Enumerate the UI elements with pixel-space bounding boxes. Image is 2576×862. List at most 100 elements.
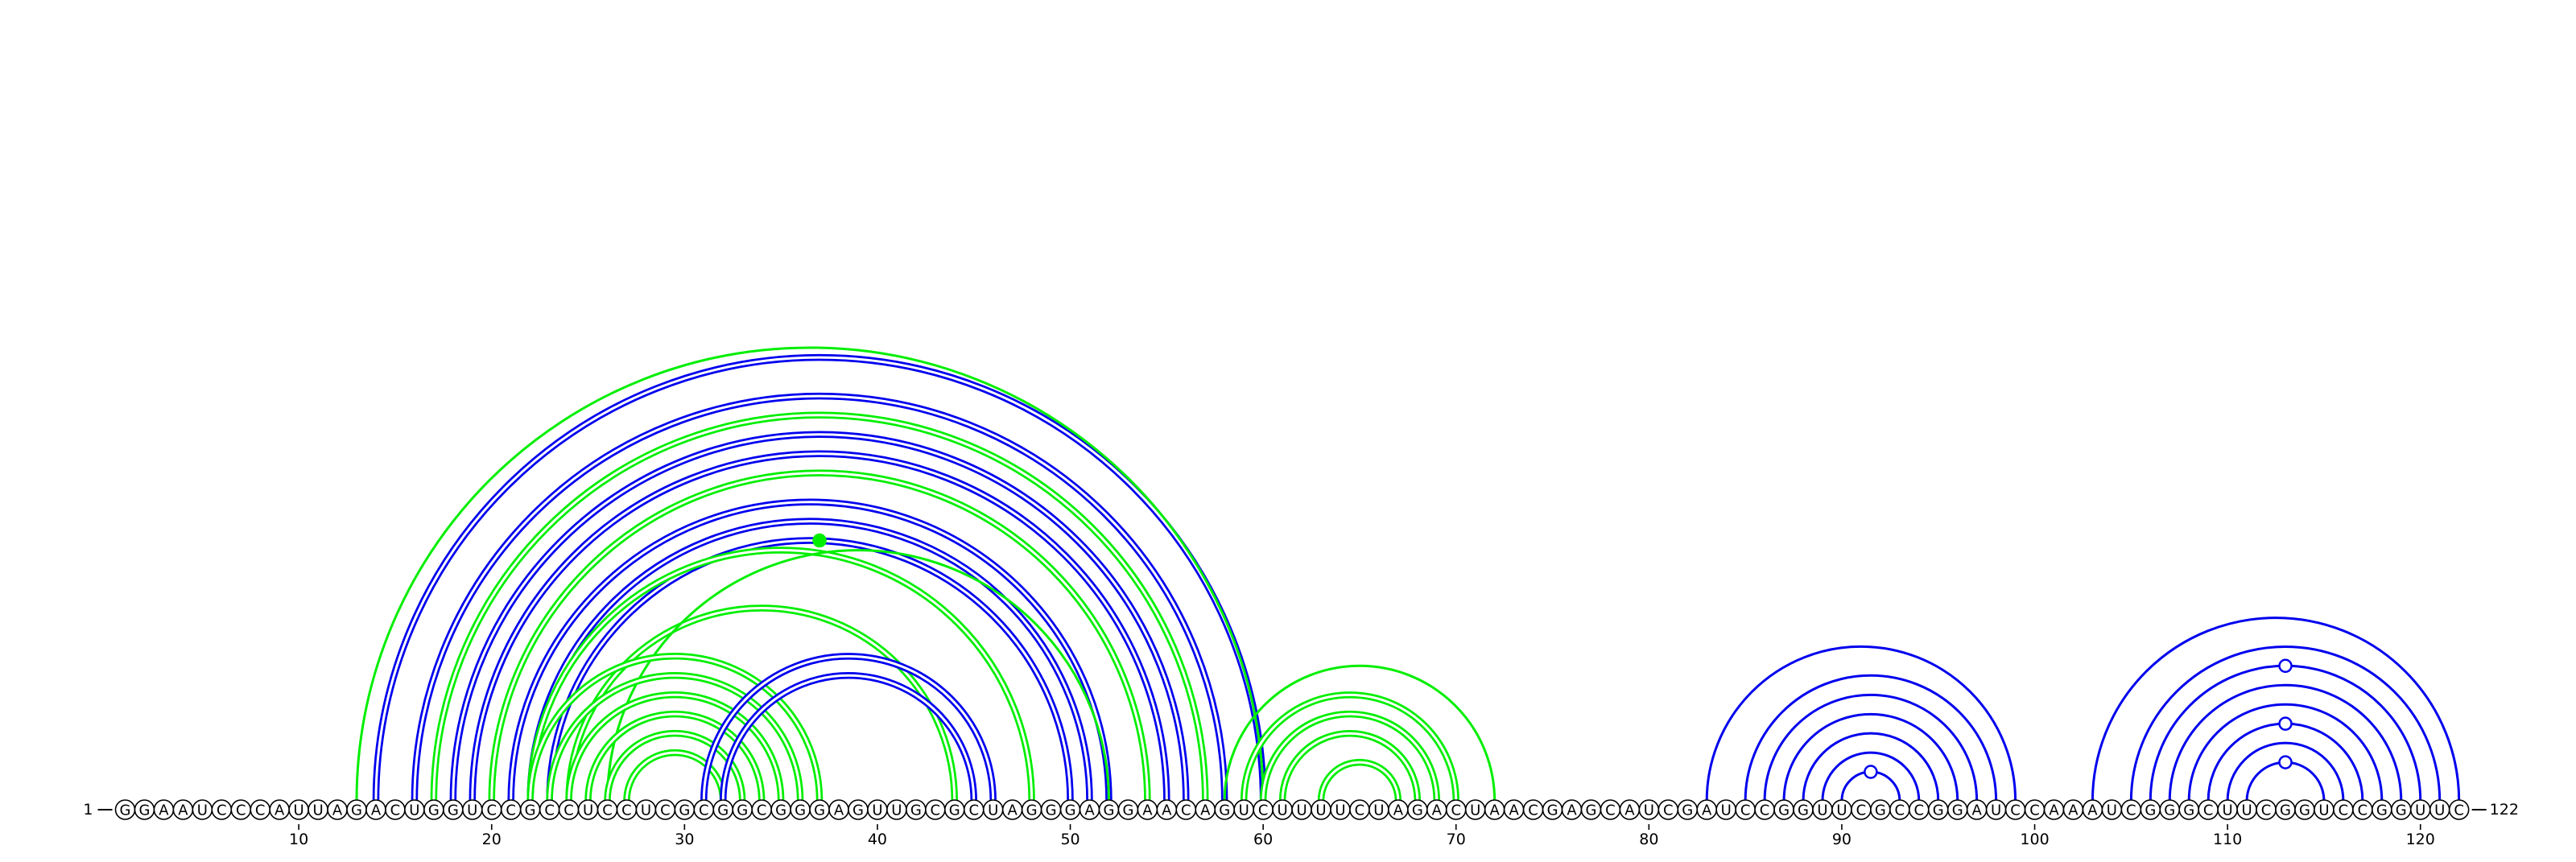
nucleotide: G [2275,799,2296,820]
nucleotide-letter: C [1605,802,1616,819]
arc-gap-18-56 [452,433,1187,802]
nucleotide-letter: C [660,802,671,819]
nucleotide: U [404,799,425,820]
nucleotide: G [906,799,927,820]
nucleotide-letter: C [255,802,266,819]
nucleotide: A [1137,799,1158,820]
ticks-layer: 10 20 30 40 50 60 70 80 90 100 110 120 [289,824,2435,848]
nucleotide-letter: G [679,802,690,819]
nucleotide-letter: C [544,802,555,819]
nucleotide: U [1464,799,1486,820]
nucleotide: U [982,799,1004,820]
nucleotide-letter: G [1682,802,1693,819]
nucleotide-letter: U [313,802,324,819]
tick-label-110: 110 [2213,831,2242,848]
sequence-end-label: 122 [2490,801,2519,819]
arc-gap-19-55 [471,452,1168,802]
nucleotide-letter: C [1740,802,1751,819]
nucleotide-letter: G [351,802,362,819]
nucleotide-letter: A [2087,802,2098,819]
nucleotide: A [365,799,386,820]
nucleotide-letter: G [910,802,922,819]
nucleotide-letter: G [1585,802,1596,819]
nucleotide: U [288,799,309,820]
nucleotide: A [1156,799,1178,820]
nucleotide: C [385,799,406,820]
nucleotide-letter: C [1663,802,1674,819]
nucleotide: G [1407,799,1428,820]
arc-blue-86-97 [1763,693,1979,802]
nucleotide-letter: C [1355,802,1365,819]
nucleotide: U [1233,799,1254,820]
nucleotide-letter: A [834,802,844,819]
nucleotide-letter: G [1875,802,1886,819]
nucleotide-letter: G [852,802,864,819]
nucleotide-letter: G [1778,802,1790,819]
arc-green-13-60 [355,346,1265,802]
nucleotide-letter: A [178,802,188,819]
nucleotide: G [790,799,811,820]
nucleotide: U [1985,799,2007,820]
nucleotide-letter: G [949,802,960,819]
nucleotide: G [2159,799,2181,820]
nucleotide-letter: U [1991,802,2001,819]
nucleotide-letter: A [1393,802,1404,819]
nucleotide: A [172,799,194,820]
arc-gap-25-34 [587,712,763,802]
nucleotide: C [1657,799,1679,820]
marker-green-1 [812,533,827,548]
nucleotide: C [2333,799,2354,820]
nucleotide-letter: A [332,802,343,819]
nucleotide-letter: C [621,802,632,819]
nucleotide-letter: C [2261,802,2272,819]
nucleotide: C [2120,799,2142,820]
nucleotide: G [2390,799,2412,820]
nucleotide: U [635,799,657,820]
arc-gap-59-70 [1242,693,1458,802]
nucleotide-letter: U [988,802,998,819]
nucleotide-letter: U [409,802,419,819]
arc-gap-20-54 [490,472,1149,802]
nucleotide: U [1715,799,1736,820]
arc-gap-21-52 [510,501,1110,802]
nucleotide: C [2198,799,2219,820]
nucleotide: A [153,799,175,820]
nucleotide: C [1889,799,1910,820]
nucleotide: G [732,799,753,820]
nucleotide-letter: C [236,802,246,819]
arc-gap-60-69 [1261,712,1439,802]
nucleotide: G [712,799,734,820]
nucleotide: U [2236,799,2257,820]
nucleotide-letter: C [699,802,709,819]
nucleotide: U [2101,799,2123,820]
nucleotide-letter: A [2049,802,2059,819]
nucleotide: C [963,799,985,820]
nucleotide: C [539,799,560,820]
arc-gap-23-50 [548,539,1072,802]
nucleotide-letter: U [2242,802,2252,819]
arc-gap-22-51 [529,520,1091,802]
nucleotide-letter: A [1432,802,1443,819]
nucleotide: C [1908,799,1930,820]
nucleotide: A [1001,799,1023,820]
nucleotide-letter: G [2164,802,2175,819]
nucleotide: C [2448,799,2470,820]
nucleotide: A [1619,799,1641,820]
nucleotide: C [654,799,676,820]
nucleotide: A [828,799,849,820]
nucleotide-letter: G [737,802,748,819]
nucleotide-letter: G [1065,802,1076,819]
nucleotide: G [1580,799,1602,820]
marker-blue-4 [2278,716,2293,731]
nucleotide: G [1040,799,1062,820]
arc-green-58-72 [1223,664,1496,802]
nucleotide-letter: U [1278,802,1288,819]
nucleotide-letter: G [1122,802,1133,819]
nucleotide-letter: G [2183,802,2194,819]
nucleotide: A [1195,799,1216,820]
arc-gap-22-37 [529,654,821,802]
nucleotide-letter: A [1567,802,1577,819]
nucleotide-letter: C [2029,802,2040,819]
arc-blue-83-99 [1705,645,2017,802]
nucleotide-letter: U [891,802,902,819]
